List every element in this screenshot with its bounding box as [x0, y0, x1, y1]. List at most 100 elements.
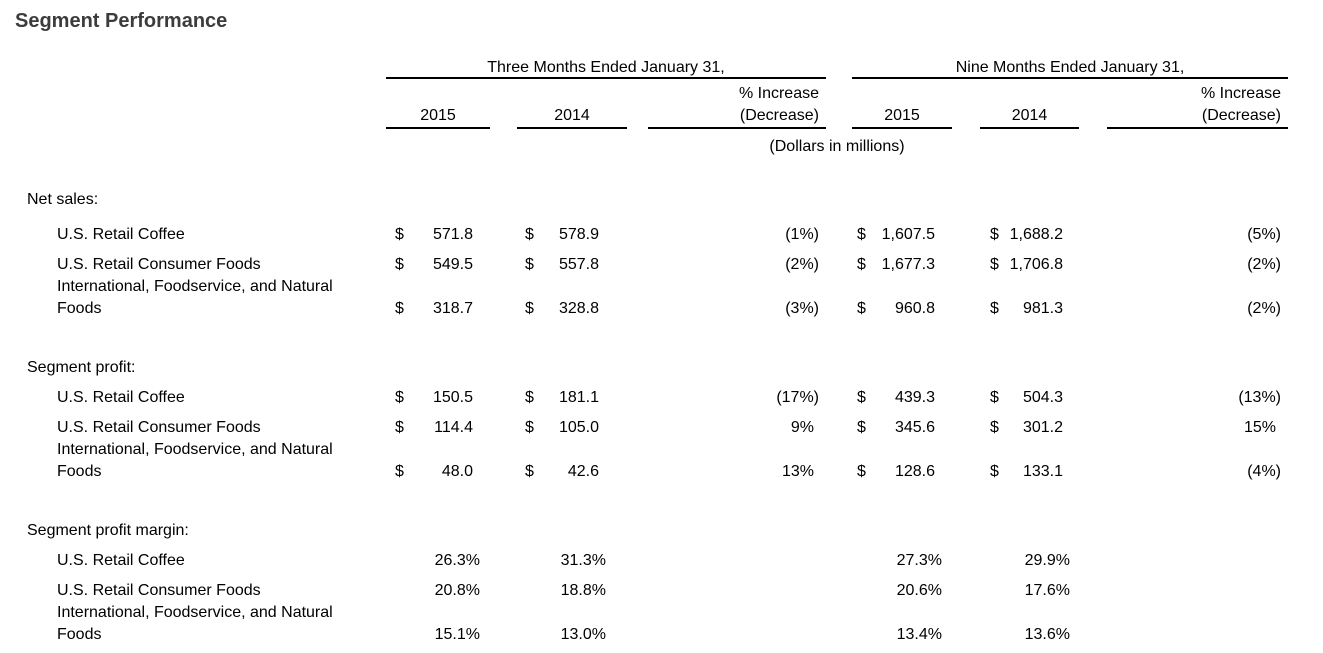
pct-col-header: % Increase (Decrease) [627, 83, 826, 129]
value-cell: 26.3% [386, 550, 490, 572]
value-cell: $557.8 [517, 254, 627, 276]
cell-value: 27.3% [896, 552, 942, 569]
row-label-line2: Foods [57, 463, 102, 480]
value-cell: $328.8 [517, 298, 627, 320]
section-header-segment-profit-margin: Segment profit margin: [0, 520, 1323, 542]
pct-value: (4%) [1247, 463, 1281, 480]
value-cell: $105.0 [517, 417, 627, 439]
cell-value: 1,706.8 [1009, 256, 1063, 273]
cell-value: 13.4% [896, 626, 942, 643]
currency-symbol: $ [857, 226, 866, 243]
value-cell: $439.3 [852, 387, 952, 409]
col-group-header-three-months: Three Months Ended January 31, [386, 58, 826, 79]
currency-symbol: $ [990, 300, 999, 317]
cell-value: 578.9 [558, 226, 599, 243]
value-cell: 17.6% [980, 580, 1079, 602]
row-label: U.S. Retail Coffee [57, 552, 185, 569]
currency-symbol: $ [525, 419, 534, 436]
value-cell: 13.0% [517, 624, 627, 646]
section-header-net-sales: Net sales: [0, 189, 1323, 211]
table-header-columns: 2015 2014 % Increase (Decrease) 2015 201… [0, 83, 1323, 129]
cell-value: 1,688.2 [1009, 226, 1063, 243]
value-cell: 31.3% [517, 550, 627, 572]
row-label-line2: Foods [57, 300, 102, 317]
cell-value: 345.6 [894, 419, 935, 436]
table-row: U.S. Retail Coffee 26.3% 31.3% 27.3% 29.… [0, 550, 1323, 572]
year-col-header-2014: 2014 [517, 105, 627, 129]
value-cell: $42.6 [517, 461, 627, 483]
value-cell: 27.3% [852, 550, 952, 572]
table-row: U.S. Retail Consumer Foods $549.5 $557.8… [0, 254, 1323, 276]
value-cell: $114.4 [386, 417, 490, 439]
units-note: (Dollars in millions) [769, 138, 905, 155]
table-row: International, Foodservice, and Natural … [0, 602, 1323, 646]
value-cell: 13.6% [980, 624, 1079, 646]
cell-value: 31.3% [560, 552, 606, 569]
table-row: International, Foodservice, and Natural … [0, 276, 1323, 320]
table-row: U.S. Retail Consumer Foods $114.4 $105.0… [0, 417, 1323, 439]
value-cell: $578.9 [517, 224, 627, 246]
row-label: U.S. Retail Coffee [57, 389, 185, 406]
cell-value: 42.6 [567, 463, 599, 480]
cell-value: 20.6% [896, 582, 942, 599]
cell-value: 29.9% [1024, 552, 1070, 569]
section-header-segment-profit: Segment profit: [0, 357, 1323, 379]
value-cell: 15.1% [386, 624, 490, 646]
value-cell: $571.8 [386, 224, 490, 246]
value-cell: $318.7 [386, 298, 490, 320]
pct-header-line1: % Increase [1200, 85, 1281, 102]
pct-value: 13% [781, 463, 814, 480]
value-cell: 20.6% [852, 580, 952, 602]
value-cell: $301.2 [980, 417, 1079, 439]
pct-header-line1: % Increase [738, 85, 819, 102]
cell-value: 1,677.3 [881, 256, 935, 273]
col-group-header-nine-months: Nine Months Ended January 31, [852, 58, 1288, 79]
pct-col-header: % Increase (Decrease) [1079, 83, 1288, 129]
pct-value: 9% [790, 419, 814, 436]
row-label: International, Foodservice, and Natural … [0, 439, 386, 483]
section-label: Net sales: [27, 191, 99, 208]
cell-value: 13.0% [560, 626, 606, 643]
cell-value: 133.1 [1022, 463, 1063, 480]
cell-value: 26.3% [434, 552, 480, 569]
currency-symbol: $ [395, 463, 404, 480]
row-label: U.S. Retail Consumer Foods [57, 419, 261, 436]
cell-value: 549.5 [432, 256, 473, 273]
currency-symbol: $ [395, 389, 404, 406]
currency-symbol: $ [525, 256, 534, 273]
table-header-groups: Three Months Ended January 31, Nine Mont… [0, 58, 1323, 79]
cell-value: 571.8 [432, 226, 473, 243]
table-row: U.S. Retail Coffee $571.8 $578.9 (1%) $1… [0, 224, 1323, 246]
page-title: Segment Performance [15, 10, 228, 32]
pct-value: (17%) [776, 389, 819, 406]
currency-symbol: $ [857, 256, 866, 273]
pct-value: (5%) [1247, 226, 1281, 243]
value-cell: $504.3 [980, 387, 1079, 409]
cell-value: 114.4 [434, 419, 473, 436]
row-label: U.S. Retail Consumer Foods [57, 582, 261, 599]
currency-symbol: $ [395, 256, 404, 273]
pct-value: (13%) [1238, 389, 1281, 406]
cell-value: 105.0 [558, 419, 599, 436]
row-label-line1: International, Foodservice, and Natural [57, 604, 333, 621]
cell-value: 13.6% [1024, 626, 1070, 643]
document-page: Segment Performance Three Months Ended J… [0, 10, 1323, 646]
currency-symbol: $ [857, 463, 866, 480]
section-label: Segment profit: [27, 359, 136, 376]
table-row: U.S. Retail Coffee $150.5 $181.1 (17%) $… [0, 387, 1323, 409]
cell-value: 981.3 [1022, 300, 1063, 317]
value-cell: $549.5 [386, 254, 490, 276]
cell-value: 328.8 [558, 300, 599, 317]
row-label-line1: International, Foodservice, and Natural [57, 441, 333, 458]
row-label-line1: International, Foodservice, and Natural [57, 278, 333, 295]
cell-value: 181.1 [558, 389, 599, 406]
cell-value: 15.1% [434, 626, 480, 643]
value-cell: $345.6 [852, 417, 952, 439]
currency-symbol: $ [857, 389, 866, 406]
value-cell: $960.8 [852, 298, 952, 320]
row-label: International, Foodservice, and Natural … [0, 276, 386, 320]
value-cell: $48.0 [386, 461, 490, 483]
row-label: International, Foodservice, and Natural … [0, 602, 386, 646]
pct-header-line2: (Decrease) [739, 107, 819, 124]
pct-value: (1%) [785, 226, 819, 243]
